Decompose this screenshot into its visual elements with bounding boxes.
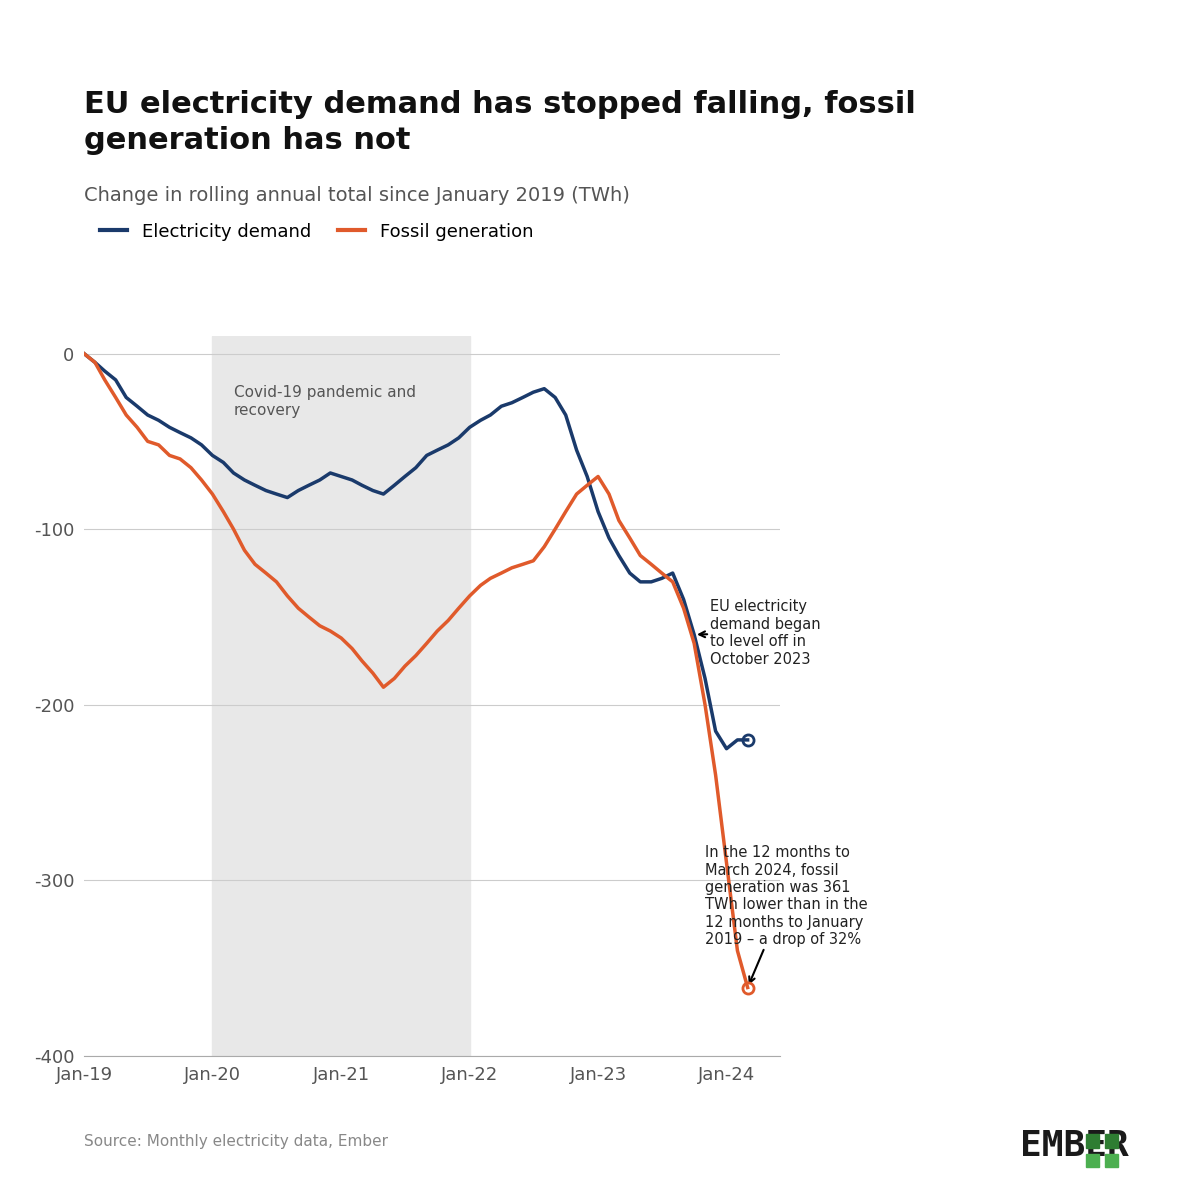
Text: EU electricity
demand began
to level off in
October 2023: EU electricity demand began to level off…: [700, 600, 821, 667]
Bar: [212, 336, 469, 1056]
Bar: [1086, 1153, 1099, 1166]
Bar: [1086, 1134, 1099, 1147]
Text: Source: Monthly electricity data, Ember: Source: Monthly electricity data, Ember: [84, 1134, 388, 1150]
Bar: [1105, 1153, 1118, 1166]
Text: EMBER: EMBER: [1020, 1129, 1128, 1163]
Text: In the 12 months to
March 2024, fossil
generation was 361
TWh lower than in the
: In the 12 months to March 2024, fossil g…: [706, 845, 868, 983]
Text: Covid-19 pandemic and
recovery: Covid-19 pandemic and recovery: [234, 385, 415, 418]
Legend: Electricity demand, Fossil generation: Electricity demand, Fossil generation: [94, 216, 540, 248]
Text: EU electricity demand has stopped falling, fossil
generation has not: EU electricity demand has stopped fallin…: [84, 90, 916, 155]
Text: Change in rolling annual total since January 2019 (TWh): Change in rolling annual total since Jan…: [84, 186, 630, 205]
Bar: [1105, 1134, 1118, 1147]
